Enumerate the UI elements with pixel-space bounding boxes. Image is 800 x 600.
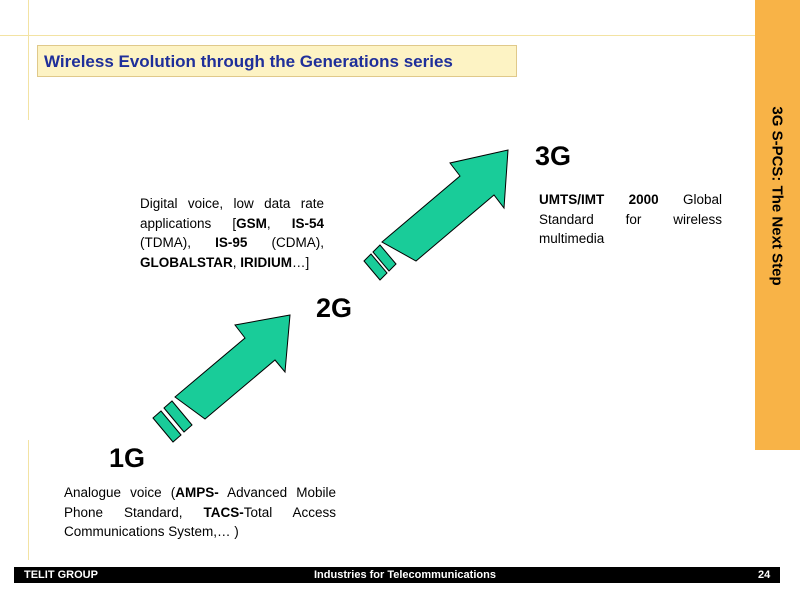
text-segment: Advanced Mobile Phone Standard, xyxy=(64,485,336,520)
text-segment: Total Access Communications System,… ) xyxy=(64,504,336,540)
arrow-2g-body xyxy=(381,149,509,262)
bold-term: IS-95 xyxy=(215,235,248,250)
arrow-1g-stripe-2 xyxy=(163,400,193,433)
generation-label-3g: 3G xyxy=(535,141,572,171)
arrow-1g-to-2g xyxy=(152,314,291,443)
arrow-1g-body xyxy=(174,314,291,420)
arrow-2g-to-3g xyxy=(363,149,509,281)
text-segment: , xyxy=(266,215,292,231)
arrow-2g-stripe-2 xyxy=(372,244,397,272)
bold-term: AMPS- xyxy=(175,485,219,500)
text-segment: Global Standard for wireless multimedia xyxy=(539,192,722,246)
text-segment: …] xyxy=(292,254,310,270)
text-segment: (TDMA), xyxy=(140,235,216,250)
page-number: 24 xyxy=(758,569,771,581)
bold-term: TACS- xyxy=(203,504,244,520)
title-box xyxy=(37,45,517,77)
text-segment: Analogue voice ( xyxy=(64,485,176,500)
bold-term: IS-54 xyxy=(291,215,324,231)
footer-company: TELIT GROUP xyxy=(24,569,98,581)
page-title: Wireless Evolution through the Generatio… xyxy=(44,52,453,71)
arrow-2g-stripe-1 xyxy=(363,253,388,281)
bold-term: UMTS/IMT 2000 xyxy=(539,192,659,207)
generation-desc-1g: Analogue voice (AMPS- Advanced Mobile Ph… xyxy=(64,483,336,542)
guide-line-vertical xyxy=(28,0,29,120)
footer-bar: TELIT GROUP Industries for Telecommunica… xyxy=(14,567,780,583)
bold-term: GLOBALSTAR xyxy=(140,254,233,270)
generation-desc-3g: UMTS/IMT 2000 Global Standard for wirele… xyxy=(539,190,722,249)
bold-term: GSM xyxy=(236,215,267,231)
arrow-1g-stripe-1 xyxy=(152,410,182,443)
generation-label-1g: 1G xyxy=(109,443,146,473)
guide-line-horizontal xyxy=(0,35,755,36)
generation-desc-2g: Digital voice, low data rate application… xyxy=(140,194,324,272)
side-band xyxy=(755,0,800,450)
bold-term: IRIDIUM xyxy=(240,254,293,270)
text-segment: (CDMA), xyxy=(247,235,325,250)
text-segment: , xyxy=(232,254,241,270)
footer-tagline: Industries for Telecommunications xyxy=(314,569,496,581)
generation-label-2g: 2G xyxy=(316,293,353,323)
text-segment: Digital voice, low data rate application… xyxy=(140,196,324,231)
guide-line-vertical-bottom xyxy=(28,440,29,560)
